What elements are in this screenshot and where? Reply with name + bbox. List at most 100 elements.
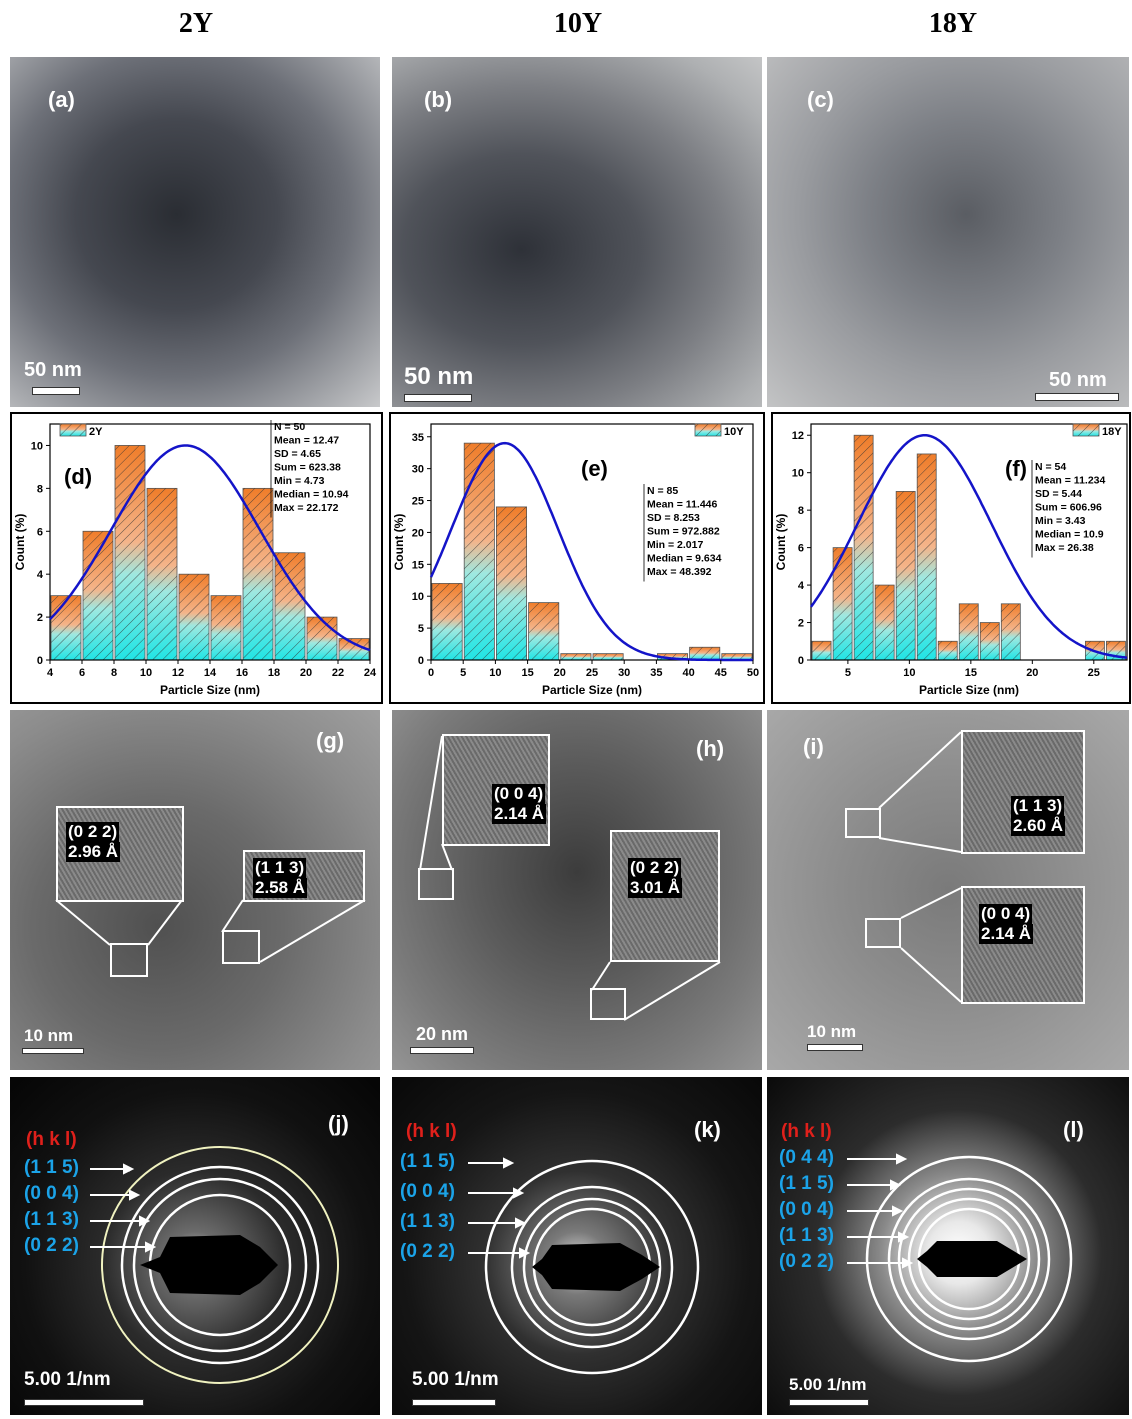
legend-label: 2Y (89, 426, 103, 438)
d-spacing-label-g2: 2.58 Å (253, 878, 308, 898)
diffraction-rings-j (101, 1146, 339, 1384)
histogram-bar-hatch (115, 445, 145, 660)
histogram-bar-hatch (593, 653, 624, 660)
histogram-bar-hatch (1001, 603, 1021, 660)
x-tick-label: 8 (111, 667, 117, 679)
x-tick-label: 10 (489, 667, 501, 679)
y-tick-label: 12 (792, 430, 804, 442)
histogram-bar-hatch (464, 443, 495, 660)
histogram-bar-hatch (896, 491, 916, 660)
stats-line: Median = 10.9 (1035, 529, 1104, 541)
x-tick-label: 14 (204, 667, 217, 679)
x-tick-label: 5 (460, 667, 466, 679)
hkl-plane-l-3: (0 0 4) (779, 1199, 834, 1220)
y-tick-label: 8 (37, 483, 43, 495)
scale-bar-label-k: 5.00 1/nm (412, 1369, 499, 1390)
x-tick-label: 24 (364, 667, 377, 679)
x-tick-label: 5 (845, 667, 851, 679)
panel-label: (f) (1005, 456, 1027, 481)
x-tick-label: 10 (140, 667, 152, 679)
histogram-bar-hatch (689, 647, 720, 660)
y-tick-label: 30 (412, 464, 424, 476)
panel-label-g: (g) (316, 728, 345, 753)
hkl-arrows-l (847, 1153, 914, 1269)
x-tick-label: 40 (682, 667, 694, 679)
stats-line: Median = 10.94 (274, 489, 349, 501)
zoom-box-h2 (590, 988, 626, 1020)
d-spacing-label-i2: 2.14 Å (979, 924, 1034, 944)
y-tick-label: 6 (37, 526, 43, 538)
scale-bar-label-i: 10 nm (807, 1022, 857, 1041)
hkl-header-j: (h k l) (26, 1129, 77, 1150)
column-header-18y: 18Y (928, 8, 978, 39)
stats-line: Max = 48.392 (647, 566, 712, 578)
hkl-header-k: (h k l) (406, 1121, 457, 1142)
panel-label-b: (b) (424, 87, 453, 112)
scale-bar-label-g: 10 nm (24, 1026, 74, 1045)
stats-line: N = 54 (1035, 461, 1066, 473)
zoom-lines-h (419, 735, 721, 1021)
y-tick-label: 4 (798, 580, 805, 592)
scale-bar-label-l: 5.00 1/nm (789, 1375, 867, 1394)
histogram-bar-hatch (721, 653, 752, 660)
hrtem-panel-g: (g) (0 2 2) 2.96 Å (1 1 3) 2.58 Å 10 nm (10, 710, 380, 1070)
x-tick-label: 35 (650, 667, 662, 679)
hkl-header-l: (h k l) (781, 1121, 832, 1142)
scale-bar-a (32, 387, 80, 395)
stats-line: SD = 4.65 (274, 448, 321, 460)
lattice-inset-h1: (0 0 4) 2.14 Å (442, 734, 550, 846)
saed-panel-l: (l) (h k l) (0 4 4) (1 1 5) (0 0 4) (1 1… (767, 1077, 1129, 1415)
scale-bar-g (22, 1048, 84, 1054)
panel-label-j: (j) (328, 1111, 349, 1136)
histogram-bar-hatch (854, 435, 874, 660)
zoom-lines-i (878, 731, 962, 1003)
stats-line: Mean = 12.47 (274, 435, 339, 447)
stats-line: Min = 2.017 (647, 539, 703, 551)
y-tick-label: 10 (412, 591, 424, 603)
x-tick-label: 22 (332, 667, 344, 679)
histogram-bar-hatch (875, 585, 895, 660)
x-tick-label: 25 (1088, 667, 1100, 679)
hkl-plane-k-2: (0 0 4) (400, 1181, 455, 1202)
stats-line: SD = 8.253 (647, 512, 700, 524)
legend-label: 18Y (1102, 426, 1122, 438)
histogram-panel-f: 5 10 15 20 25 0 2 4 6 8 10 12 Particle Size (nm) Coun… (771, 412, 1131, 704)
panel-label: (e) (581, 456, 608, 481)
legend-swatch-hatch (60, 424, 86, 436)
plane-label-g1: (0 2 2) (66, 822, 120, 842)
column-header-2y: 2Y (178, 8, 214, 39)
tem-panel-b: (b) 50 nm (392, 57, 762, 407)
plane-label-i1: (1 1 3) (1011, 796, 1065, 816)
stats-line: SD = 5.44 (1035, 488, 1082, 500)
y-tick-label: 2 (798, 618, 804, 630)
scale-bar-label-h: 20 nm (416, 1024, 469, 1044)
legend-swatch-hatch (1073, 424, 1099, 436)
stats-line: Sum = 972.882 (647, 526, 720, 538)
panel-label: (d) (64, 464, 92, 489)
stats-line: N = 50 (274, 421, 305, 433)
hkl-plane-j-1: (1 1 5) (24, 1157, 79, 1178)
x-tick-label: 10 (903, 667, 915, 679)
lattice-inset-g1: (0 2 2) 2.96 Å (56, 806, 184, 902)
histogram-bar-hatch (51, 595, 81, 660)
zoom-lines-g (55, 899, 366, 963)
panel-label-i: (i) (803, 734, 824, 759)
scale-bar-k (412, 1399, 496, 1406)
histogram-panel-d: 4 6 8 10 12 14 16 18 20 22 24 0 2 4 6 8 10 Particle Size … (10, 412, 383, 704)
x-axis-label: Particle Size (nm) (160, 683, 260, 697)
hrtem-panel-h: (h) (0 0 4) 2.14 Å (0 2 2) 3.01 Å 20 nm (392, 710, 762, 1070)
panel-label-h: (h) (696, 736, 725, 761)
scale-bar-h (410, 1047, 474, 1054)
scale-bar-label-a: 50 nm (24, 359, 82, 381)
histogram-bar-hatch (917, 453, 937, 660)
saed-panel-j: (j) (h k l) (1 1 5) (0 0 4) (1 1 3) (0 2… (10, 1077, 380, 1415)
lattice-inset-h2: (0 2 2) 3.01 Å (610, 830, 720, 962)
diffraction-rings-l (865, 1155, 1073, 1363)
panel-label-l: (l) (1063, 1117, 1084, 1142)
histogram-bar-hatch (243, 488, 273, 660)
y-axis-label: Count (%) (392, 514, 406, 571)
histogram-bar-hatch (560, 653, 591, 660)
stats-line: Max = 26.38 (1035, 542, 1094, 554)
y-tick-label: 2 (37, 612, 43, 624)
y-tick-label: 35 (412, 432, 424, 444)
